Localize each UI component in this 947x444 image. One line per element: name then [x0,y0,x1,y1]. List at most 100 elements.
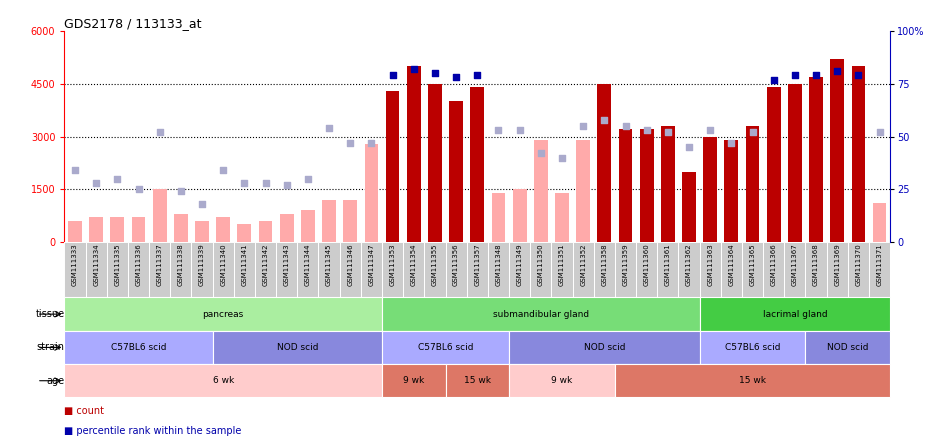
Text: 9 wk: 9 wk [403,376,424,385]
Bar [445,364,509,397]
Bar [577,140,590,242]
Text: GSM111360: GSM111360 [644,244,650,286]
Bar [704,137,717,242]
Bar [213,331,382,364]
Point [639,127,654,134]
Bar [851,66,866,242]
Text: GSM111344: GSM111344 [305,244,311,286]
Text: C57BL6 scid: C57BL6 scid [418,343,474,352]
Text: C57BL6 scid: C57BL6 scid [111,343,167,352]
Bar [403,242,424,297]
Text: age: age [46,376,64,386]
Point [110,175,125,182]
Text: GSM111368: GSM111368 [813,244,819,286]
Point [809,72,824,79]
Bar [340,242,361,297]
Bar [128,242,149,297]
Bar [512,189,527,242]
Point [766,76,781,83]
Text: GDS2178 / 113133_at: GDS2178 / 113133_at [64,17,202,30]
Bar [700,331,806,364]
Text: GSM111371: GSM111371 [877,244,883,286]
Bar [471,87,484,242]
Bar [873,203,886,242]
Text: tissue: tissue [35,309,64,319]
Bar [64,364,382,397]
Point [194,201,209,208]
Text: GSM111343: GSM111343 [284,244,290,286]
Point [216,167,231,174]
Point [470,72,485,79]
Text: GSM111366: GSM111366 [771,244,777,286]
Text: GSM111357: GSM111357 [474,244,480,286]
Bar [700,297,890,331]
Text: GSM111364: GSM111364 [728,244,734,286]
Bar [213,242,234,297]
Bar [382,364,445,397]
Bar [806,242,827,297]
Bar [848,242,869,297]
Bar [89,218,103,242]
Point [67,167,82,174]
Bar [259,221,273,242]
Bar [238,224,251,242]
Bar [385,91,400,242]
Bar [488,242,509,297]
Bar [64,297,382,331]
Text: GSM111339: GSM111339 [199,244,205,286]
Point [258,179,273,186]
Bar [618,130,633,242]
Bar [598,84,611,242]
Point [173,188,188,195]
Text: C57BL6 scid: C57BL6 scid [724,343,780,352]
Text: NOD scid: NOD scid [583,343,625,352]
Text: GSM111334: GSM111334 [93,244,99,286]
Bar [678,242,700,297]
Bar [806,331,890,364]
Bar [784,242,806,297]
Bar [68,221,81,242]
Text: GSM111341: GSM111341 [241,244,247,286]
Text: GSM111342: GSM111342 [262,244,269,286]
Bar [64,242,85,297]
Bar [788,84,802,242]
Bar [594,242,615,297]
Point [850,72,866,79]
Bar [869,242,890,297]
Bar [191,242,213,297]
Bar [449,101,463,242]
Text: NOD scid: NOD scid [827,343,868,352]
Bar [195,221,209,242]
Point [449,74,464,81]
Bar [767,87,780,242]
Text: GSM111337: GSM111337 [156,244,163,286]
Bar [724,140,739,242]
Point [131,186,146,193]
Text: 15 wk: 15 wk [464,376,491,385]
Bar [534,140,547,242]
Bar [640,130,653,242]
Point [703,127,718,134]
Bar [382,242,403,297]
Bar [445,242,467,297]
Text: GSM111359: GSM111359 [622,244,629,286]
Text: GSM111345: GSM111345 [326,244,332,286]
Point [385,72,401,79]
Text: strain: strain [36,342,64,353]
Text: GSM111363: GSM111363 [707,244,713,286]
Point [787,72,802,79]
Point [406,66,421,73]
Bar [827,242,848,297]
Bar [277,242,297,297]
Bar [573,242,594,297]
Text: GSM111346: GSM111346 [348,244,353,286]
Point [872,129,887,136]
Bar [382,297,700,331]
Bar [661,126,674,242]
Point [364,139,379,147]
Point [597,116,612,123]
Text: 15 wk: 15 wk [739,376,766,385]
Text: ■ percentile rank within the sample: ■ percentile rank within the sample [64,426,241,436]
Bar [382,331,509,364]
Bar [111,218,124,242]
